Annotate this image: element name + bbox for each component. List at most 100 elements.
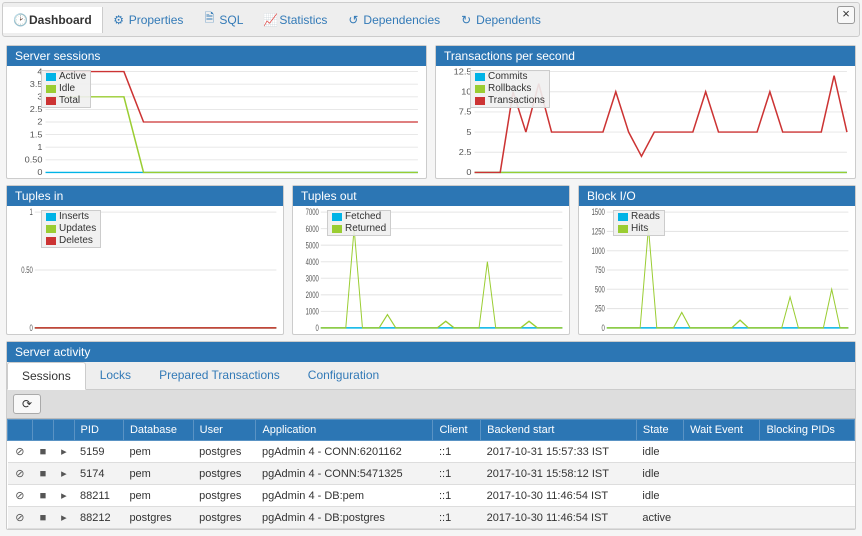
panel-tuples-in: Tuples in InsertsUpdatesDeletes 0 0.50 1 bbox=[6, 185, 284, 335]
column-header[interactable]: Client bbox=[433, 420, 481, 441]
svg-text:0: 0 bbox=[316, 323, 320, 332]
cell-backend-start: 2017-10-30 11:46:54 IST bbox=[481, 507, 637, 529]
table-row: ⊘■▸88212postgrespostgrespgAdmin 4 - DB:p… bbox=[8, 507, 855, 529]
chart-icon: 📈 bbox=[263, 13, 275, 27]
legend-label: Inserts bbox=[59, 211, 89, 223]
cell-wait bbox=[684, 441, 760, 463]
panel-header: Tuples in bbox=[7, 186, 283, 206]
activity-subtabs: Sessions Locks Prepared Transactions Con… bbox=[7, 362, 855, 390]
file-icon: 🗎 bbox=[203, 9, 215, 30]
subtab-sessions[interactable]: Sessions bbox=[7, 362, 86, 390]
svg-text:750: 750 bbox=[595, 265, 605, 276]
column-header[interactable]: User bbox=[193, 420, 256, 441]
expand-icon[interactable]: ▸ bbox=[54, 485, 74, 507]
column-header[interactable]: Application bbox=[256, 420, 433, 441]
cell-database: postgres bbox=[123, 507, 193, 529]
tab-dashboard-label: Dashboard bbox=[29, 13, 92, 27]
svg-text:0.50: 0.50 bbox=[21, 265, 33, 276]
chart-legend: InsertsUpdatesDeletes bbox=[41, 210, 101, 248]
column-header[interactable]: State bbox=[636, 420, 683, 441]
svg-text:1.5: 1.5 bbox=[30, 130, 43, 139]
tab-dependencies-label: Dependencies bbox=[363, 13, 440, 27]
tab-properties[interactable]: ⚙Properties bbox=[103, 7, 194, 33]
subtab-prepared[interactable]: Prepared Transactions bbox=[145, 362, 294, 389]
cancel-icon[interactable]: ⊘ bbox=[8, 441, 33, 463]
column-header[interactable]: Backend start bbox=[481, 420, 637, 441]
svg-text:12.5: 12.5 bbox=[454, 68, 472, 76]
svg-text:1000: 1000 bbox=[306, 306, 320, 317]
svg-text:5: 5 bbox=[466, 127, 471, 136]
svg-text:0: 0 bbox=[37, 168, 42, 176]
cell-client: ::1 bbox=[433, 441, 481, 463]
cell-application: pgAdmin 4 - DB:pem bbox=[256, 485, 433, 507]
svg-text:0.50: 0.50 bbox=[25, 155, 43, 164]
stop-icon[interactable]: ■ bbox=[32, 507, 54, 529]
column-header[interactable] bbox=[8, 420, 33, 441]
cancel-icon[interactable]: ⊘ bbox=[8, 485, 33, 507]
chart-legend: ReadsHits bbox=[613, 210, 665, 236]
column-header[interactable]: Blocking PIDs bbox=[760, 420, 855, 441]
column-header[interactable]: Wait Event bbox=[684, 420, 760, 441]
legend-label: Commits bbox=[488, 71, 527, 83]
table-row: ⊘■▸5159pempostgrespgAdmin 4 - CONN:62011… bbox=[8, 441, 855, 463]
cell-database: pem bbox=[123, 463, 193, 485]
legend-label: Fetched bbox=[345, 211, 381, 223]
expand-icon[interactable]: ▸ bbox=[54, 441, 74, 463]
cell-database: pem bbox=[123, 441, 193, 463]
column-header[interactable]: PID bbox=[74, 420, 123, 441]
cell-database: pem bbox=[123, 485, 193, 507]
tab-statistics[interactable]: 📈 Statistics bbox=[253, 7, 337, 33]
column-header[interactable] bbox=[54, 420, 74, 441]
stop-icon[interactable]: ■ bbox=[32, 485, 54, 507]
expand-icon[interactable]: ▸ bbox=[54, 507, 74, 529]
cell-application: pgAdmin 4 - DB:postgres bbox=[256, 507, 433, 529]
cell-user: postgres bbox=[193, 485, 256, 507]
panel-block-io: Block I/O ReadsHits025050075010001250150… bbox=[578, 185, 856, 335]
tab-dependents[interactable]: ↻Dependents bbox=[450, 7, 551, 33]
tab-statistics-label: Statistics bbox=[279, 13, 327, 27]
legend-label: Total bbox=[59, 95, 80, 107]
tab-dependencies[interactable]: ↺Dependencies bbox=[337, 7, 450, 33]
svg-text:0: 0 bbox=[466, 168, 471, 176]
cell-wait bbox=[684, 485, 760, 507]
tab-sql[interactable]: 🗎 SQL bbox=[193, 3, 253, 36]
svg-text:0: 0 bbox=[30, 323, 34, 332]
cancel-icon[interactable]: ⊘ bbox=[8, 463, 33, 485]
legend-label: Transactions bbox=[488, 95, 545, 107]
cell-blocking bbox=[760, 441, 855, 463]
stop-icon[interactable]: ■ bbox=[32, 463, 54, 485]
svg-text:0: 0 bbox=[602, 323, 606, 332]
svg-text:1: 1 bbox=[30, 208, 33, 218]
table-row: ⊘■▸88211pempostgrespgAdmin 4 - DB:pem::1… bbox=[8, 485, 855, 507]
panel-server-activity: Server activity Sessions Locks Prepared … bbox=[6, 341, 856, 530]
subtab-locks[interactable]: Locks bbox=[86, 362, 145, 389]
column-header[interactable]: Database bbox=[123, 420, 193, 441]
column-header[interactable] bbox=[32, 420, 54, 441]
cell-backend-start: 2017-10-31 15:57:33 IST bbox=[481, 441, 637, 463]
cell-blocking bbox=[760, 485, 855, 507]
tab-properties-label: Properties bbox=[129, 13, 184, 27]
cancel-icon[interactable]: ⊘ bbox=[8, 507, 33, 529]
cell-pid: 5159 bbox=[74, 441, 123, 463]
panel-header: Block I/O bbox=[579, 186, 855, 206]
svg-text:3000: 3000 bbox=[306, 273, 320, 284]
chart-legend: CommitsRollbacksTransactions bbox=[470, 70, 550, 108]
svg-text:2.5: 2.5 bbox=[459, 147, 472, 156]
cell-backend-start: 2017-10-30 11:46:54 IST bbox=[481, 485, 637, 507]
refresh-button[interactable]: ⟳ bbox=[13, 394, 41, 414]
stop-icon[interactable]: ■ bbox=[32, 441, 54, 463]
cell-client: ::1 bbox=[433, 485, 481, 507]
subtab-config[interactable]: Configuration bbox=[294, 362, 393, 389]
close-button[interactable]: × bbox=[837, 6, 855, 24]
tab-sql-label: SQL bbox=[219, 13, 243, 27]
tab-dashboard[interactable]: 🕑Dashboard bbox=[3, 7, 103, 33]
legend-label: Reads bbox=[631, 211, 660, 223]
svg-text:4000: 4000 bbox=[306, 256, 320, 267]
panel-header: Tuples out bbox=[293, 186, 569, 206]
svg-text:2: 2 bbox=[37, 117, 42, 126]
svg-text:1000: 1000 bbox=[592, 245, 606, 256]
cell-state: active bbox=[636, 507, 683, 529]
panel-header: Server activity bbox=[7, 342, 855, 362]
expand-icon[interactable]: ▸ bbox=[54, 463, 74, 485]
legend-label: Returned bbox=[345, 223, 386, 235]
